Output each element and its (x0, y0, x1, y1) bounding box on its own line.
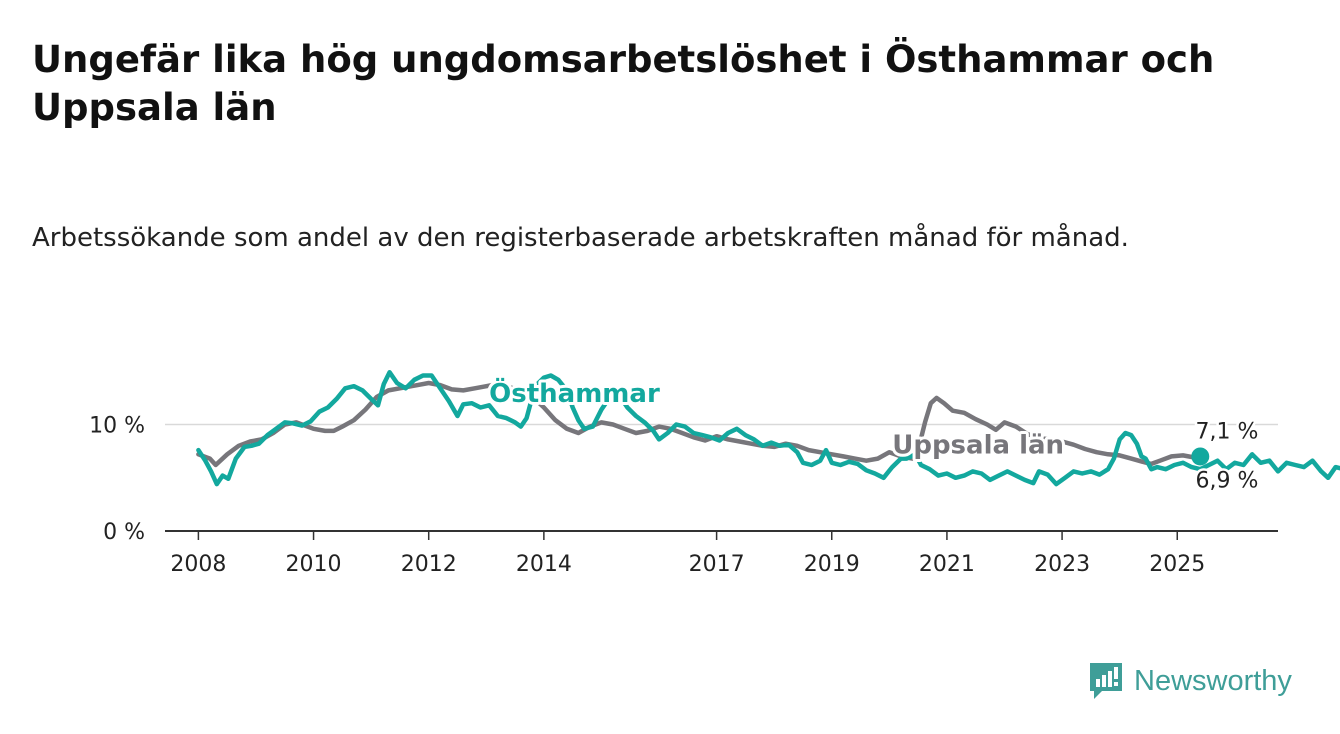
x-tick-label: 2017 (689, 552, 745, 577)
chart-subtitle: Arbetssökande som andel av den registerb… (32, 223, 1129, 253)
x-tick-label: 2019 (804, 552, 860, 577)
end-value-label-osthammar: 7,1 % (1196, 419, 1259, 444)
y-tick-label: 10 % (89, 414, 145, 439)
brand: Newsworthy (1088, 658, 1292, 704)
series-line-osthammar (196, 370, 1340, 487)
x-tick-label: 2012 (401, 552, 457, 577)
brand-name: Newsworthy (1134, 664, 1292, 697)
x-tick-label: 2014 (516, 552, 572, 577)
x-tick-label: 2008 (170, 552, 226, 577)
series-label-uppsala: Uppsala län (892, 430, 1064, 460)
chart-title: Ungefär lika hög ungdomsarbetslöshet i Ö… (32, 38, 1215, 129)
end-marker-osthammar (1191, 447, 1210, 466)
x-tick-label: 2023 (1034, 552, 1090, 577)
x-tick-label: 2021 (919, 552, 975, 577)
newsworthy-logo-icon (1090, 663, 1122, 699)
series-label-osthammar: Östhammar (489, 376, 660, 409)
x-tick-label: 2025 (1149, 552, 1205, 577)
end-value-label-uppsala: 6,9 % (1196, 468, 1259, 493)
x-tick-label: 2010 (286, 552, 342, 577)
y-tick-label: 0 % (103, 520, 145, 545)
